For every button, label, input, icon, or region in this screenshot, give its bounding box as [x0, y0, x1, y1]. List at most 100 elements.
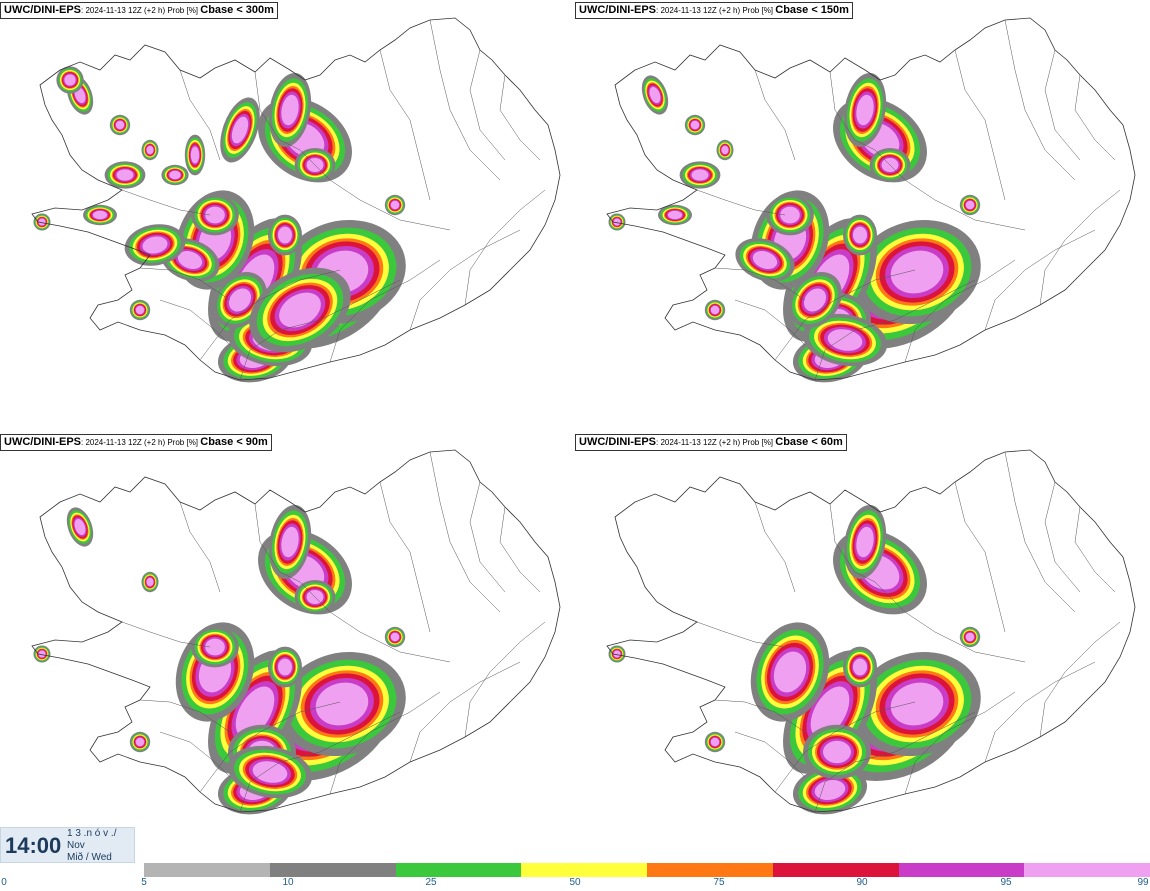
probability-contour — [74, 518, 86, 536]
legend-swatch — [772, 863, 899, 877]
border-line — [121, 621, 211, 648]
border-line — [239, 711, 401, 813]
valid-time: 14:00 — [5, 833, 62, 858]
probability-contour — [853, 226, 867, 244]
border-line — [954, 481, 1006, 633]
probability-contour — [205, 638, 225, 656]
border-line — [774, 269, 916, 361]
probability-contour — [38, 218, 46, 226]
border-line — [409, 229, 521, 331]
legend-swatch — [395, 863, 522, 877]
panel-title: UWC/DINI-EPS: 2024-11-13 12Z (+2 h) Prob… — [575, 2, 853, 19]
probability-contour — [721, 145, 729, 155]
probability-contour — [205, 206, 225, 224]
border-line — [409, 661, 521, 763]
model-name: UWC/DINI-EPS — [4, 4, 81, 16]
border-line — [469, 49, 506, 161]
border-line — [1074, 74, 1116, 161]
probability-contour — [228, 288, 252, 312]
model-name: UWC/DINI-EPS — [4, 436, 81, 448]
border-line — [774, 701, 916, 793]
panel-title: UWC/DINI-EPS: 2024-11-13 12Z (+2 h) Prob… — [0, 434, 272, 451]
border-line — [299, 581, 451, 663]
month-line: Nov — [67, 840, 85, 851]
variable-name: Cbase < 150m — [775, 4, 849, 16]
border-line — [1004, 451, 1076, 613]
probability-contour — [773, 651, 807, 693]
map-panel-3: UWC/DINI-EPS: 2024-11-13 12Z (+2 h) Prob… — [0, 432, 575, 864]
border-line — [1044, 49, 1081, 161]
probability-contour — [853, 658, 867, 676]
run-info: : 2024-11-13 12Z (+2 h) Prob [%] — [81, 438, 201, 447]
valid-date: 1 3 .n ó v ./ Nov Mið / Wed — [67, 828, 116, 864]
border-line — [874, 149, 1026, 231]
border-line — [159, 731, 231, 778]
border-line — [829, 71, 876, 151]
border-line — [714, 699, 806, 733]
border-line — [734, 299, 806, 346]
border-line — [179, 69, 221, 161]
border-line — [814, 279, 976, 381]
model-name: UWC/DINI-EPS — [579, 4, 656, 16]
run-info: : 2024-11-13 12Z (+2 h) Prob [%] — [81, 6, 201, 15]
color-legend — [144, 863, 1150, 877]
probability-field — [33, 504, 406, 815]
probability-contour — [146, 145, 154, 155]
border-line — [874, 581, 1026, 663]
legend-label: 95 — [1000, 877, 1012, 888]
border-line — [329, 691, 441, 795]
probability-contour — [142, 236, 168, 254]
probability-contour — [710, 737, 720, 747]
border-line — [754, 501, 796, 593]
map-panel-4: UWC/DINI-EPS: 2024-11-13 12Z (+2 h) Prob… — [575, 432, 1150, 864]
probability-contour — [116, 169, 134, 181]
border-line — [464, 189, 546, 306]
probability-contour — [278, 226, 292, 244]
probability-contour — [691, 169, 709, 181]
probability-contour — [803, 288, 827, 312]
border-line — [499, 74, 541, 161]
probability-contour — [668, 210, 682, 220]
border-line — [379, 481, 431, 633]
border-line — [239, 279, 401, 381]
probability-contour — [613, 218, 621, 226]
border-line — [814, 711, 976, 813]
legend-label: 0 — [1, 877, 7, 888]
border-line — [984, 229, 1096, 331]
probability-contour — [278, 658, 292, 676]
border-line — [199, 269, 341, 361]
border-line — [199, 701, 341, 793]
variable-name: Cbase < 60m — [775, 436, 843, 448]
variable-name: Cbase < 90m — [200, 436, 268, 448]
border-line — [1004, 19, 1076, 181]
valid-time-box: 14:00 1 3 .n ó v ./ Nov Mið / Wed — [0, 827, 135, 863]
legend-label: 5 — [141, 877, 147, 888]
legend-label: 25 — [425, 877, 437, 888]
border-line — [254, 71, 301, 151]
probability-contour — [38, 650, 46, 658]
probability-contour — [252, 761, 288, 783]
probability-contour — [190, 146, 200, 164]
probability-contour — [823, 740, 851, 764]
variable-name: Cbase < 300m — [200, 4, 274, 16]
probability-contour — [235, 686, 275, 738]
probability-contour — [315, 682, 369, 726]
legend-swatch — [144, 863, 270, 877]
probability-contour — [856, 526, 874, 558]
probability-contour — [856, 94, 874, 126]
probability-contour — [93, 210, 107, 220]
border-line — [464, 621, 546, 738]
probability-contour — [890, 250, 944, 294]
border-line — [1039, 621, 1121, 738]
border-line — [469, 481, 506, 593]
probability-contour — [169, 170, 181, 180]
iceland-map — [31, 17, 561, 383]
probability-field — [608, 72, 981, 383]
probability-contour — [64, 74, 76, 86]
border-line — [734, 731, 806, 778]
probability-field — [608, 504, 981, 815]
probability-contour — [752, 251, 778, 269]
probability-contour — [890, 682, 944, 726]
border-line — [254, 503, 301, 583]
border-line — [904, 259, 1016, 363]
